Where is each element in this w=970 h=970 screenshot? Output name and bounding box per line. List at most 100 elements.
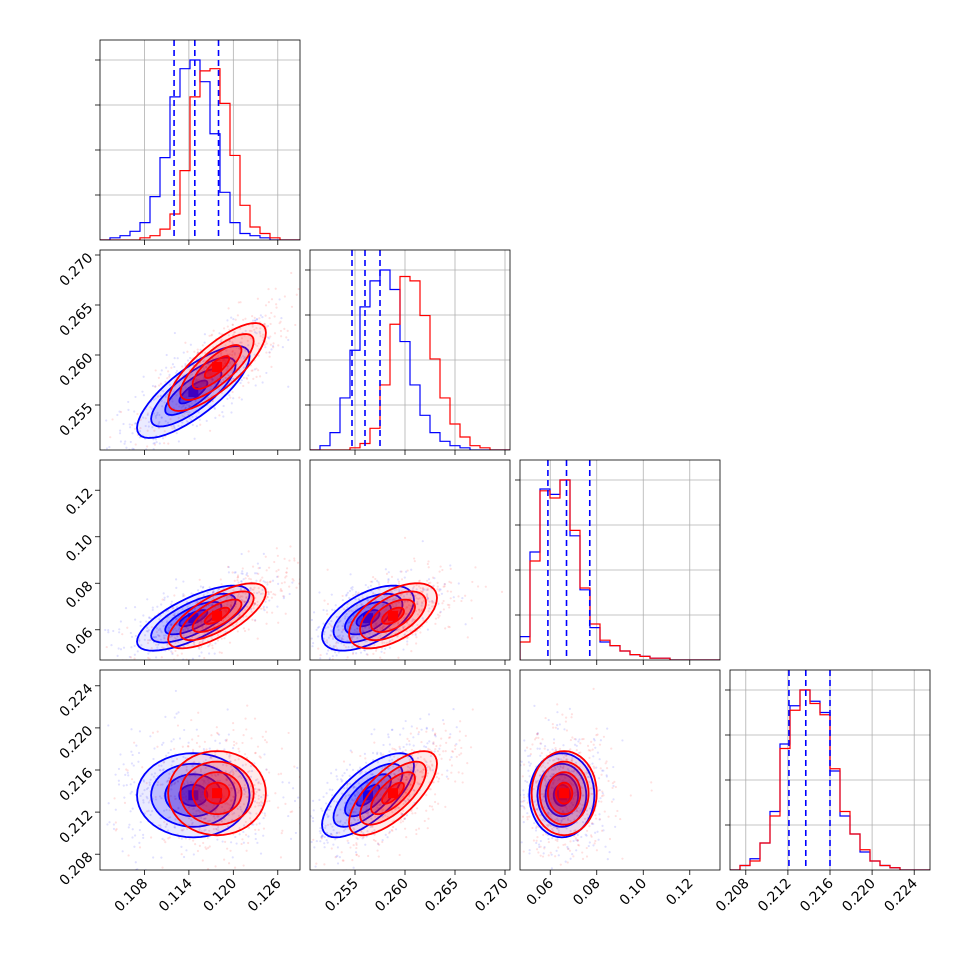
scatter-point [233, 607, 236, 610]
scatter-point [231, 770, 235, 774]
scatter-point [385, 678, 387, 680]
scatter-point [415, 602, 419, 606]
scatter-point [176, 780, 180, 783]
scatter-point [166, 829, 170, 832]
scatter-point [350, 821, 353, 825]
scatter-point [369, 773, 373, 776]
scatter-point [178, 384, 181, 387]
scatter-point [188, 417, 191, 420]
scatter-point [119, 753, 122, 756]
scatter-point [372, 592, 375, 596]
scatter-point [405, 775, 408, 779]
scatter-point [167, 609, 170, 612]
scatter-point [163, 598, 166, 601]
scatter-point [406, 606, 409, 609]
scatter-point [34, 680, 36, 682]
scatter-point [219, 352, 222, 355]
scatter-point [154, 798, 158, 801]
scatter-point [351, 834, 354, 837]
scatter-point [293, 799, 297, 803]
scatter-point [388, 646, 391, 649]
scatter-point [439, 744, 442, 747]
scatter-point [562, 778, 565, 782]
scatter-point [173, 797, 177, 801]
scatter-point [154, 414, 157, 418]
scatter-point [198, 647, 201, 650]
scatter-point [429, 754, 433, 758]
scatter-point [247, 550, 250, 553]
scatter-point [266, 590, 269, 593]
x-tick-label: 0.255 [322, 876, 362, 916]
scatter-point [198, 828, 201, 831]
scatter-point [449, 564, 452, 567]
scatter-point [248, 817, 252, 820]
scatter-point [397, 806, 401, 809]
scatter-point [207, 846, 210, 850]
y-tick-label: 0.08 [63, 578, 96, 611]
density-peak-1 [212, 610, 223, 621]
scatter-point [192, 853, 195, 856]
scatter-point [567, 847, 570, 850]
scatter-point [424, 759, 427, 762]
scatter-point [357, 855, 360, 858]
scatter-point [219, 380, 223, 384]
scatter-point [455, 726, 458, 729]
scatter-point [351, 768, 355, 771]
scatter-point [379, 752, 382, 755]
scatter-point [265, 800, 268, 803]
scatter-point [244, 820, 247, 824]
scatter-point [203, 367, 206, 370]
scatter-point [577, 779, 581, 782]
scatter-point [394, 807, 397, 810]
scatter-point [405, 630, 408, 633]
scatter-point [471, 708, 474, 711]
scatter-point [169, 748, 172, 751]
scatter-point [331, 637, 335, 640]
scatter-point [131, 447, 134, 450]
scatter-point [294, 631, 296, 633]
scatter-point [605, 871, 607, 873]
scatter-point [581, 851, 584, 854]
scatter-point [170, 671, 172, 673]
scatter-point [253, 319, 257, 322]
scatter-point [560, 819, 563, 822]
scatter-point [329, 660, 331, 662]
scatter-point [602, 794, 605, 797]
scatter-point [173, 427, 176, 430]
scatter-point [342, 638, 345, 641]
scatter-point [501, 779, 503, 781]
scatter-point [351, 799, 355, 802]
scatter-point [287, 640, 289, 642]
scatter-point [295, 865, 297, 867]
scatter-point [198, 745, 201, 748]
scatter-point [346, 782, 349, 785]
scatter-point [559, 766, 562, 769]
scatter-point [399, 821, 402, 824]
scatter-point [123, 442, 126, 445]
scatter-point [128, 655, 131, 659]
scatter-point [410, 754, 414, 757]
scatter-point [302, 749, 304, 751]
scatter-point [232, 795, 235, 798]
scatter-point [548, 790, 551, 793]
scatter-point [170, 603, 173, 606]
scatter-point [328, 788, 331, 791]
scatter-point [183, 594, 186, 597]
scatter-point [552, 781, 555, 784]
scatter-point [124, 773, 127, 776]
scatter-point [223, 808, 226, 812]
scatter-point [442, 608, 445, 611]
scatter-point [163, 401, 166, 404]
scatter-point [406, 622, 409, 625]
scatter-point [231, 377, 235, 381]
scatter-point [427, 747, 430, 750]
scatter-point [210, 604, 213, 607]
scatter-point [361, 815, 364, 818]
scatter-point [192, 807, 196, 810]
scatter-point [149, 406, 152, 409]
scatter-point [249, 764, 253, 768]
scatter-point [262, 580, 265, 583]
scatter-point [264, 814, 267, 817]
scatter-point [539, 839, 542, 843]
scatter-point [271, 344, 275, 348]
